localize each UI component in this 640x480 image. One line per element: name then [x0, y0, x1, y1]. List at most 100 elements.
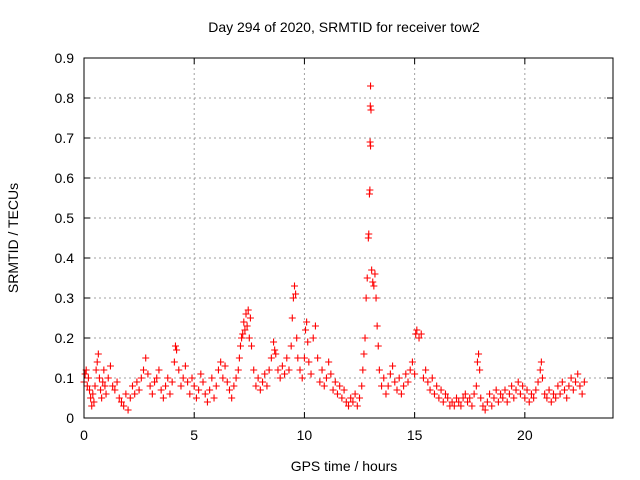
data-point — [316, 378, 324, 386]
data-point — [333, 390, 341, 398]
data-point — [327, 370, 335, 378]
data-point — [111, 386, 119, 394]
data-point — [228, 394, 236, 402]
data-point — [368, 266, 376, 274]
data-point — [311, 322, 319, 330]
data-point — [81, 370, 89, 378]
data-point — [234, 366, 242, 374]
data-point — [254, 374, 262, 382]
data-point — [175, 366, 183, 374]
data-point — [99, 378, 107, 386]
data-point — [523, 386, 531, 394]
x-tick-label: 15 — [407, 427, 423, 443]
data-point — [479, 402, 487, 410]
data-point — [89, 390, 97, 398]
data-point — [83, 382, 91, 390]
data-point — [472, 382, 480, 390]
data-point — [140, 366, 148, 374]
data-point — [109, 382, 117, 390]
data-point — [380, 374, 388, 382]
data-point — [342, 398, 350, 406]
data-point — [366, 102, 374, 110]
data-point — [159, 394, 167, 402]
data-point — [241, 326, 249, 334]
data-point — [361, 334, 369, 342]
data-point — [351, 390, 359, 398]
data-point — [104, 374, 112, 382]
data-point — [424, 378, 432, 386]
data-point — [547, 398, 555, 406]
data-point — [435, 394, 443, 402]
data-point — [246, 314, 254, 322]
data-point — [461, 390, 469, 398]
data-point — [197, 370, 205, 378]
data-point — [126, 394, 134, 402]
y-tick-label: 0.8 — [55, 90, 75, 106]
data-point — [97, 386, 105, 394]
data-point — [492, 386, 500, 394]
data-point — [325, 358, 333, 366]
chart-title: Day 294 of 2020, SRMTID for receiver tow… — [208, 19, 480, 35]
data-point — [516, 390, 524, 398]
data-point — [558, 378, 566, 386]
data-point — [386, 370, 394, 378]
data-point — [287, 342, 295, 350]
data-point — [146, 382, 154, 390]
data-point — [543, 394, 551, 402]
grid-layer — [83, 57, 613, 419]
data-point — [245, 334, 253, 342]
data-point — [419, 374, 427, 382]
data-point — [521, 394, 529, 402]
y-tick-label: 0.5 — [55, 210, 75, 226]
data-point — [106, 362, 114, 370]
data-point — [304, 338, 312, 346]
data-point — [372, 294, 380, 302]
data-point — [199, 378, 207, 386]
data-point — [494, 398, 502, 406]
y-tick-label: 0.7 — [55, 130, 75, 146]
data-point — [240, 318, 248, 326]
data-point — [545, 386, 553, 394]
data-point — [428, 374, 436, 382]
data-point — [527, 390, 535, 398]
data-point — [441, 390, 449, 398]
data-point — [86, 386, 94, 394]
data-point — [168, 378, 176, 386]
data-point — [223, 378, 231, 386]
data-point — [561, 386, 569, 394]
data-point — [417, 330, 425, 338]
data-point — [173, 346, 181, 354]
data-point — [400, 382, 408, 390]
data-point — [239, 330, 247, 338]
data-point — [406, 366, 414, 374]
data-point — [296, 366, 304, 374]
data-point — [290, 282, 298, 290]
data-point — [92, 366, 100, 374]
data-point — [508, 382, 516, 390]
data-point — [300, 354, 308, 362]
data-point — [309, 334, 317, 342]
data-point — [322, 374, 330, 382]
data-point — [580, 378, 588, 386]
data-point — [181, 362, 189, 370]
data-point — [281, 370, 289, 378]
data-point — [238, 334, 246, 342]
data-point — [124, 406, 132, 414]
data-point — [384, 382, 392, 390]
data-point — [102, 390, 110, 398]
data-point — [292, 290, 300, 298]
data-point — [155, 366, 163, 374]
data-point — [329, 386, 337, 394]
data-point — [415, 334, 423, 342]
y-tick-label: 0.3 — [55, 290, 75, 306]
data-point — [391, 378, 399, 386]
data-point — [305, 358, 313, 366]
x-tick-label: 0 — [80, 427, 88, 443]
data-point — [365, 230, 373, 238]
data-point — [444, 394, 452, 402]
data-point — [271, 346, 279, 354]
data-point — [367, 106, 375, 114]
data-point — [353, 402, 361, 410]
data-point — [212, 382, 220, 390]
data-point — [88, 402, 96, 410]
